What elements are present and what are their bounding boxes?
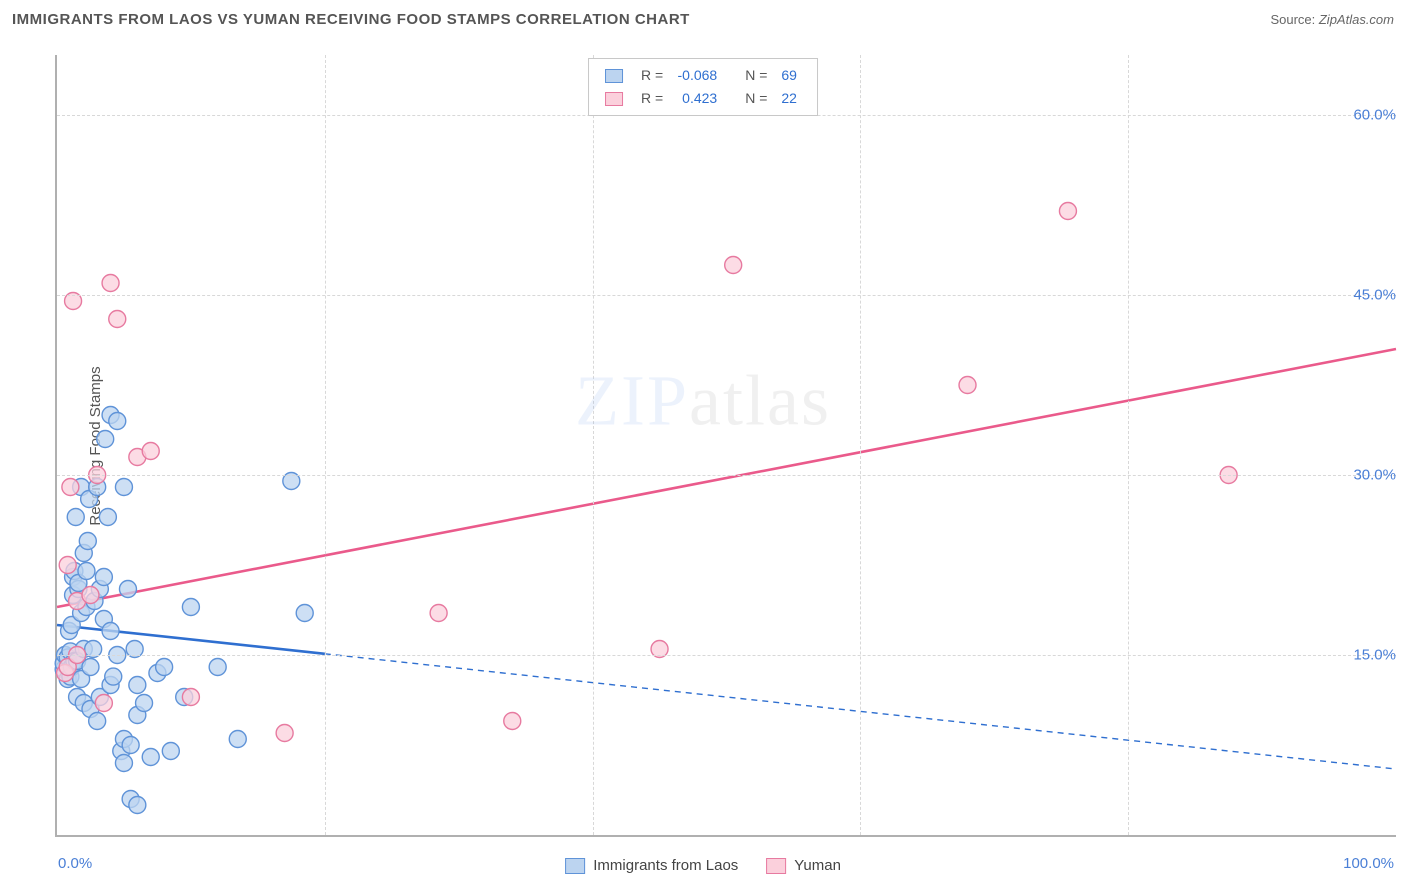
series-legend-item-laos: Immigrants from Laos xyxy=(565,857,738,874)
y-axis-tick: 45.0% xyxy=(1353,287,1396,304)
x-axis-tick-min: 0.0% xyxy=(58,855,92,872)
source-attribution: Source: ZipAtlas.com xyxy=(1270,12,1394,27)
y-axis-tick: 60.0% xyxy=(1353,107,1396,124)
x-axis-tick-max: 100.0% xyxy=(1343,855,1394,872)
scatter-svg xyxy=(57,55,1396,835)
chart-plot-area xyxy=(55,55,1396,837)
legend-row-laos: R =-0.068N =69 xyxy=(599,65,803,86)
source-prefix: Source: xyxy=(1270,12,1318,27)
series-legend-item-yuman: Yuman xyxy=(766,857,841,874)
chart-title: IMMIGRANTS FROM LAOS VS YUMAN RECEIVING … xyxy=(12,11,690,28)
y-axis-tick: 30.0% xyxy=(1353,467,1396,484)
y-axis-tick: 15.0% xyxy=(1353,647,1396,664)
correlation-legend: R =-0.068N =69R =0.423N =22 xyxy=(588,58,818,116)
source-link[interactable]: ZipAtlas.com xyxy=(1319,12,1394,27)
series-legend: Immigrants from Laos Yuman xyxy=(565,857,841,874)
legend-row-yuman: R =0.423N =22 xyxy=(599,88,803,109)
